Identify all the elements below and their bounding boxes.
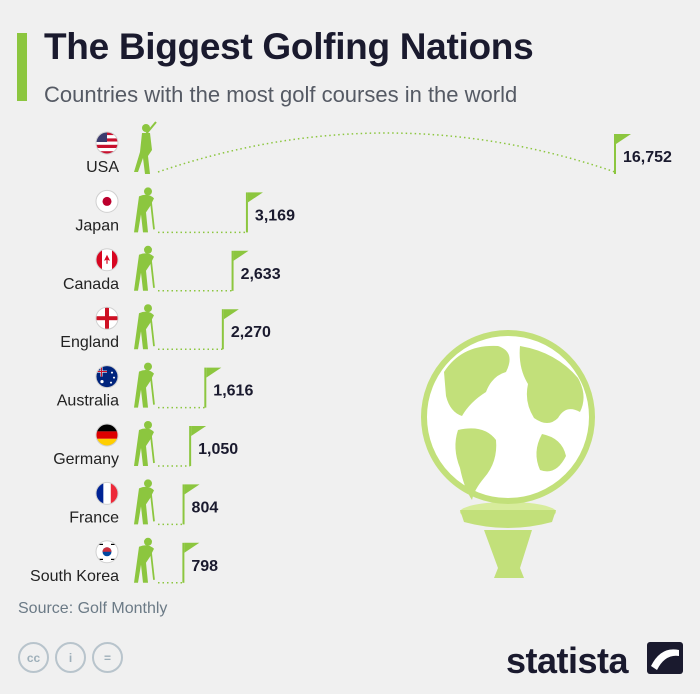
- title-accent-bar: [17, 33, 27, 101]
- golfer-putt-icon: [134, 245, 155, 291]
- country-label: South Korea: [30, 568, 119, 585]
- golfer-putt-icon: [134, 362, 155, 408]
- golfer-putt-icon: [134, 479, 155, 525]
- flag-pennant-icon: [616, 134, 631, 144]
- flag-pennant-icon: [191, 426, 207, 436]
- country-label: England: [60, 334, 119, 351]
- page-title: The Biggest Golfing Nations: [44, 26, 534, 67]
- no-derivatives-icon[interactable]: =: [92, 642, 123, 673]
- golfer-putt-icon: [134, 421, 155, 466]
- flag-pennant-icon: [206, 367, 222, 378]
- flag-france-icon: [95, 481, 119, 505]
- globe-on-tee-icon: [421, 330, 595, 578]
- country-label: Japan: [75, 217, 119, 234]
- flag-japan-icon: [95, 189, 119, 213]
- golfer-putt-icon: [134, 187, 155, 233]
- golfer-swing-icon: [134, 121, 157, 174]
- country-label: Germany: [53, 451, 119, 468]
- flag-australia-icon: [95, 365, 119, 389]
- golfer-putt-icon: [134, 304, 155, 350]
- statista-logo[interactable]: statista: [506, 640, 629, 681]
- value-label: 804: [192, 499, 219, 516]
- source-note: Source: Golf Monthly: [18, 600, 168, 617]
- flag-germany-icon: [95, 423, 119, 447]
- country-label: Canada: [63, 276, 119, 293]
- flag-pennant-icon: [233, 250, 249, 261]
- flag-england-icon: [95, 306, 119, 330]
- flag-south-korea-icon: [95, 540, 119, 564]
- creative-commons-icon[interactable]: cc: [18, 642, 49, 673]
- country-label: Australia: [57, 393, 119, 410]
- country-label: USA: [86, 159, 119, 176]
- value-label: 1,050: [198, 441, 238, 458]
- statista-logo-mark-icon: [647, 642, 683, 674]
- flag-pennant-icon: [223, 309, 239, 320]
- value-label: 3,169: [255, 207, 295, 224]
- value-label: 2,633: [241, 266, 281, 283]
- golfer-putt-icon: [134, 537, 155, 583]
- value-label: 16,752: [623, 149, 672, 166]
- value-label: 798: [191, 558, 218, 575]
- value-label: 2,270: [231, 324, 271, 341]
- flag-usa-icon: [95, 131, 119, 155]
- value-label: 1,616: [213, 383, 253, 400]
- flag-pennant-icon: [247, 192, 263, 203]
- ball-trajectory: [157, 132, 616, 173]
- flag-pennant-icon: [184, 484, 200, 495]
- country-label: France: [69, 509, 119, 526]
- flag-pennant-icon: [184, 542, 200, 553]
- license-icons: cc i =: [18, 642, 123, 673]
- attribution-icon[interactable]: i: [55, 642, 86, 673]
- flag-canada-icon: [95, 248, 119, 272]
- page-subtitle: Countries with the most golf courses in …: [44, 82, 518, 107]
